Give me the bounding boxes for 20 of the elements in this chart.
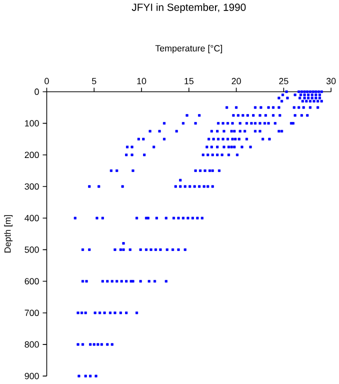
y-tick-label: 400 <box>24 214 39 222</box>
y-tick-label: 200 <box>24 152 39 158</box>
y-tick-label: 500 <box>24 246 39 253</box>
x-axis-title: Temperature [°C] <box>155 44 222 54</box>
y-tick-label: 800 <box>24 341 39 348</box>
y-tick-label: 300 <box>24 183 39 190</box>
y-tick-label: 900 <box>24 372 39 380</box>
x-tick-label: 25 <box>279 78 288 84</box>
chart-title: JFYI in September, 1990 <box>132 3 246 13</box>
x-tick-label: 5 <box>92 78 96 84</box>
y-tick-label: 600 <box>24 278 39 284</box>
x-tick-label: 30 <box>326 78 336 84</box>
y-tick-label: 0 <box>34 88 39 95</box>
x-tick-label: 0 <box>44 78 49 84</box>
x-tick-label: 15 <box>184 78 194 84</box>
y-tick-label: 700 <box>24 310 39 316</box>
y-axis-title: Depth [m] <box>4 215 12 252</box>
x-tick-label: 10 <box>137 78 146 84</box>
y-tick-label: 100 <box>24 120 39 126</box>
x-tick-label: 20 <box>232 78 241 84</box>
